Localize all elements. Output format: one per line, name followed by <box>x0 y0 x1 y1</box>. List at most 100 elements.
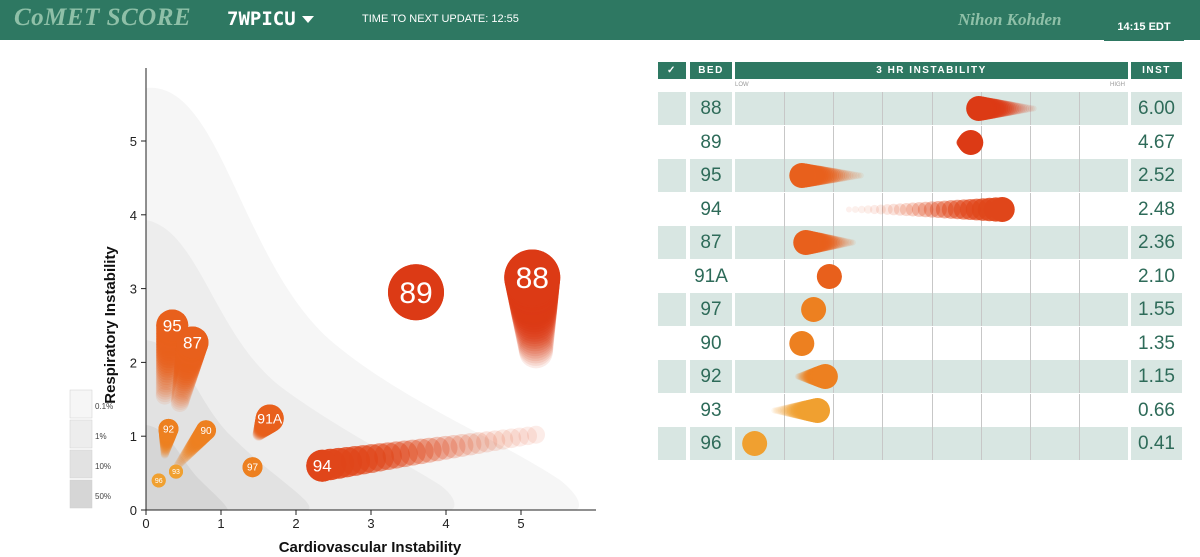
patient-trail-dot <box>484 430 506 452</box>
trend-dot <box>857 205 866 213</box>
trend-dot <box>782 403 795 417</box>
grid-line <box>882 427 884 460</box>
table-row[interactable]: 96 0.41 <box>658 427 1182 460</box>
scale-high-label: HIGH <box>1110 82 1125 88</box>
grid-line <box>882 192 884 226</box>
row-checkbox[interactable] <box>658 360 686 393</box>
inst-cell: 0.41 <box>1131 427 1182 460</box>
patient-trail-dot <box>155 356 180 381</box>
instability-trend-cell <box>735 326 1128 360</box>
grid-line <box>1078 393 1080 427</box>
patient-trail-dot <box>517 327 554 364</box>
grid-line <box>1078 226 1080 259</box>
trend-dot <box>1001 101 1016 116</box>
table-row[interactable]: 97 1.55 <box>658 293 1182 326</box>
instability-trend-cell <box>735 125 1128 159</box>
trend-dot <box>833 236 845 249</box>
trend-dot <box>989 196 1015 222</box>
patient-trail-dot <box>517 324 554 362</box>
trend-dot <box>863 204 873 214</box>
row-checkbox[interactable] <box>658 326 686 360</box>
trend-dot <box>801 297 827 322</box>
trend-dot <box>849 171 858 180</box>
trend-dot <box>774 406 782 414</box>
patient-trail-dot <box>171 381 193 402</box>
grid-line <box>931 192 933 226</box>
grid-line <box>784 226 786 259</box>
trend-dot <box>852 171 860 180</box>
row-checkbox[interactable] <box>658 192 686 226</box>
inst-cell: 2.10 <box>1131 259 1182 293</box>
patient-label: 87 <box>183 333 202 352</box>
bed-cell: 87 <box>690 226 732 259</box>
bed-column-header[interactable]: BED <box>690 62 732 79</box>
patient-trail-dot <box>177 453 189 465</box>
patient-trail-dot <box>450 434 474 457</box>
row-checkbox[interactable] <box>658 125 686 159</box>
trend-dot <box>797 371 808 382</box>
grid-line <box>931 427 933 460</box>
trend-dot <box>793 230 819 255</box>
table-row[interactable]: 93 0.66 <box>658 393 1182 427</box>
grid-line <box>833 125 835 159</box>
patient-marker <box>504 249 561 306</box>
table-row[interactable]: 95 2.52 <box>658 159 1182 192</box>
legend-label: 50% <box>95 492 111 501</box>
top-bar: CoMET SCORE 7WPICU TIME TO NEXT UPDATE: … <box>0 0 1200 41</box>
trend-dot <box>846 170 856 181</box>
grid-line <box>833 92 835 125</box>
patient-trail-dot <box>155 374 176 395</box>
patient-trail-dot <box>510 427 530 447</box>
grid-line <box>980 326 982 360</box>
grid-line <box>833 226 835 259</box>
trend-dot <box>838 237 849 248</box>
legend-swatch <box>69 449 93 479</box>
table-row[interactable]: 92 1.15 <box>658 360 1182 393</box>
patient-label: 90 <box>200 426 212 437</box>
patient-trail-dot <box>155 362 179 386</box>
patient-trail-dot <box>179 450 191 462</box>
table-row[interactable]: 90 1.35 <box>658 326 1182 360</box>
trend-dot <box>875 204 886 214</box>
grid-line <box>980 427 982 460</box>
trend-dot <box>785 403 800 417</box>
instability-column-header[interactable]: 3 HR INSTABILITY <box>735 62 1128 79</box>
unit-selector[interactable]: 7WPICU <box>227 8 314 30</box>
table-row[interactable]: 88 6.00 <box>658 92 1182 125</box>
table-row[interactable]: 91A 2.10 <box>658 259 1182 293</box>
trend-marker <box>966 96 1037 121</box>
grid-line <box>833 326 835 360</box>
row-checkbox[interactable] <box>658 159 686 192</box>
grid-line <box>784 125 786 159</box>
legend-label: 0.1% <box>95 402 113 411</box>
row-checkbox[interactable] <box>658 393 686 427</box>
trend-dot <box>789 163 815 188</box>
row-checkbox[interactable] <box>658 259 686 293</box>
row-checkbox[interactable] <box>658 92 686 125</box>
patient-trail-dot <box>501 428 522 449</box>
grid-line <box>1078 326 1080 360</box>
table-row[interactable]: 87 2.36 <box>658 226 1182 259</box>
grid-line <box>1029 293 1031 326</box>
table-row[interactable]: 94 2.48 <box>658 192 1182 226</box>
row-checkbox[interactable] <box>658 427 686 460</box>
check-column-header[interactable]: ✓ <box>658 62 686 79</box>
inst-column-header[interactable]: INST <box>1131 62 1182 79</box>
trend-dot <box>797 372 806 381</box>
patient-trail-dot <box>155 359 179 383</box>
grid-line <box>882 293 884 326</box>
trend-dot <box>845 238 853 247</box>
grid-line <box>784 393 786 427</box>
trend-dot <box>851 205 859 213</box>
table-row[interactable]: 89 4.67 <box>658 125 1182 159</box>
trend-dot <box>781 404 793 416</box>
row-checkbox[interactable] <box>658 293 686 326</box>
bed-cell: 96 <box>690 427 732 460</box>
trend-marker <box>801 297 827 322</box>
row-checkbox[interactable] <box>658 226 686 259</box>
grid-line <box>784 259 786 293</box>
grid-line <box>833 393 835 427</box>
grid-line <box>931 125 933 159</box>
x-tick-label: 2 <box>292 516 299 531</box>
inst-cell: 2.48 <box>1131 192 1182 226</box>
